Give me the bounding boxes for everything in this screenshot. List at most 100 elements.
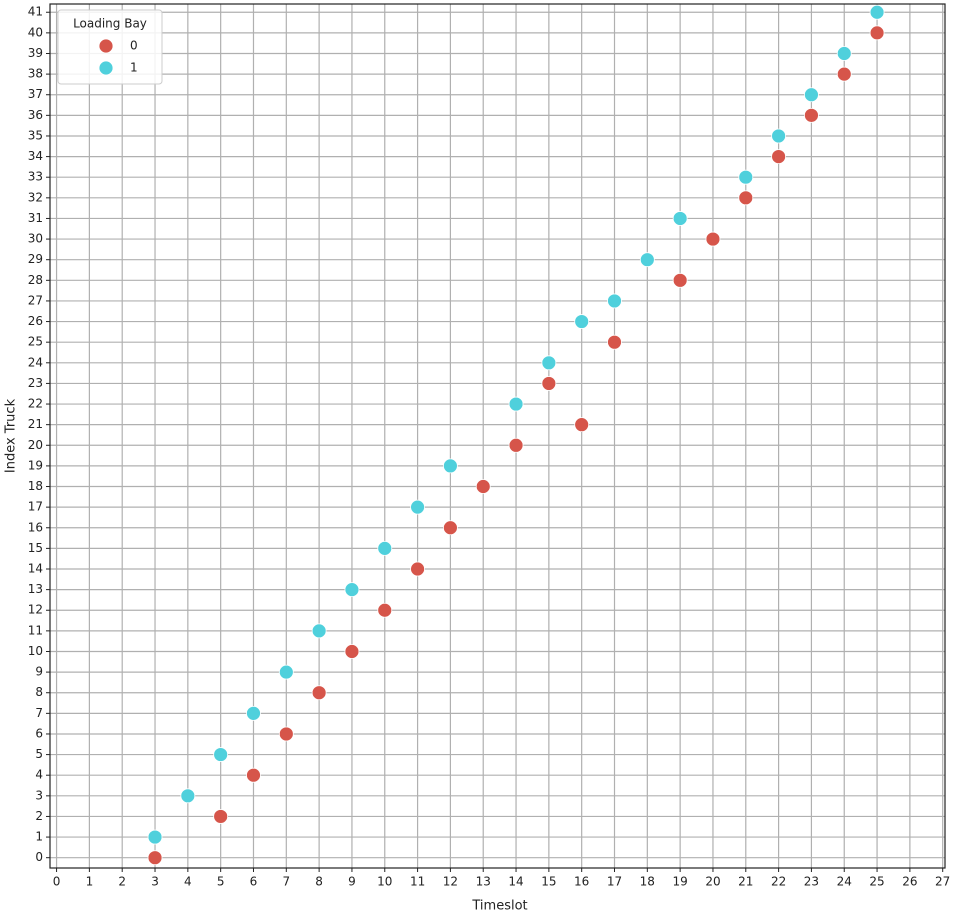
point <box>574 314 590 329</box>
y-tick-label: 27 <box>28 293 43 307</box>
point <box>672 272 688 288</box>
point <box>311 685 327 701</box>
point <box>278 664 294 680</box>
point <box>607 293 622 309</box>
point <box>869 4 885 20</box>
point <box>344 582 360 598</box>
y-tick-label: 15 <box>28 541 43 555</box>
point <box>836 46 852 61</box>
y-tick-label: 2 <box>35 809 43 823</box>
y-tick-label: 35 <box>28 128 43 142</box>
point <box>410 499 425 515</box>
point <box>475 479 491 494</box>
y-tick-label: 31 <box>28 211 43 225</box>
point <box>672 211 688 226</box>
x-tick-label: 1 <box>86 875 94 889</box>
legend-marker <box>98 60 114 76</box>
x-tick-label: 2 <box>118 875 126 889</box>
point <box>738 190 754 206</box>
y-tick-label: 19 <box>28 458 43 472</box>
x-tick-label: 19 <box>673 875 688 889</box>
y-tick-label: 0 <box>35 850 43 864</box>
point <box>541 376 557 391</box>
y-tick-label: 14 <box>28 562 43 576</box>
y-tick-label: 25 <box>28 335 43 349</box>
x-tick-label: 20 <box>705 875 720 889</box>
point <box>377 602 393 618</box>
x-tick-label: 25 <box>869 875 884 889</box>
y-tick-label: 41 <box>28 5 43 19</box>
y-axis-label: Index Truck <box>4 398 19 473</box>
y-tick-label: 36 <box>28 108 43 122</box>
y-tick-label: 22 <box>28 397 43 411</box>
y-tick-label: 30 <box>28 232 43 246</box>
x-tick-label: 13 <box>476 875 491 889</box>
y-tick-label: 11 <box>28 623 43 637</box>
point <box>804 87 819 103</box>
y-tick-label: 18 <box>28 479 43 493</box>
y-tick-label: 37 <box>28 87 43 101</box>
y-tick-label: 23 <box>28 376 43 390</box>
y-tick-label: 8 <box>35 685 43 699</box>
y-tick-label: 3 <box>35 788 43 802</box>
y-tick-label: 4 <box>35 768 43 782</box>
point <box>705 231 721 247</box>
x-tick-label: 0 <box>53 875 61 889</box>
x-tick-label: 11 <box>410 875 425 889</box>
x-tick-label: 26 <box>902 875 917 889</box>
point <box>278 726 294 742</box>
point <box>377 540 393 556</box>
x-tick-label: 27 <box>935 875 950 889</box>
point <box>246 767 261 783</box>
point <box>410 561 425 577</box>
point <box>574 417 590 433</box>
x-tick-label: 21 <box>738 875 753 889</box>
x-tick-label: 15 <box>541 875 556 889</box>
point <box>443 520 458 536</box>
y-tick-label: 7 <box>35 706 43 720</box>
y-tick-label: 21 <box>28 417 43 431</box>
legend-marker <box>98 38 114 54</box>
x-tick-label: 4 <box>184 875 192 889</box>
point <box>607 334 622 350</box>
point <box>344 644 360 659</box>
x-tick-label: 14 <box>508 875 523 889</box>
y-tick-label: 6 <box>35 726 43 740</box>
point <box>541 355 557 371</box>
x-axis-label: Timeslot <box>471 899 527 914</box>
x-tick-label: 5 <box>217 875 225 889</box>
y-tick-label: 28 <box>28 273 43 287</box>
x-tick-label: 22 <box>771 875 786 889</box>
y-tick-label: 24 <box>28 355 43 369</box>
point <box>836 66 852 82</box>
x-tick-label: 10 <box>377 875 392 889</box>
legend-title: Loading Bay <box>73 17 147 31</box>
y-tick-label: 13 <box>28 582 43 596</box>
x-tick-label: 8 <box>315 875 323 889</box>
y-tick-label: 1 <box>35 830 43 844</box>
point <box>771 128 787 144</box>
point <box>869 25 885 41</box>
point <box>508 437 524 453</box>
y-tick-label: 26 <box>28 314 43 328</box>
y-tick-label: 10 <box>28 644 43 658</box>
y-tick-label: 29 <box>28 252 43 266</box>
point <box>213 809 229 824</box>
plot-frame <box>49 3 946 869</box>
legend-label: 1 <box>130 61 138 75</box>
y-tick-label: 17 <box>28 500 43 514</box>
y-tick-label: 39 <box>28 46 43 60</box>
y-tick-label: 9 <box>35 665 43 679</box>
point <box>771 149 787 164</box>
point <box>147 829 163 845</box>
x-tick-label: 9 <box>348 875 356 889</box>
y-tick-label: 16 <box>28 520 43 534</box>
point <box>508 396 524 412</box>
x-tick-label: 17 <box>607 875 622 889</box>
y-tick-label: 40 <box>28 25 43 39</box>
point <box>213 747 229 762</box>
x-tick-label: 7 <box>282 875 290 889</box>
y-tick-label: 12 <box>28 603 43 617</box>
x-tick-label: 12 <box>443 875 458 889</box>
